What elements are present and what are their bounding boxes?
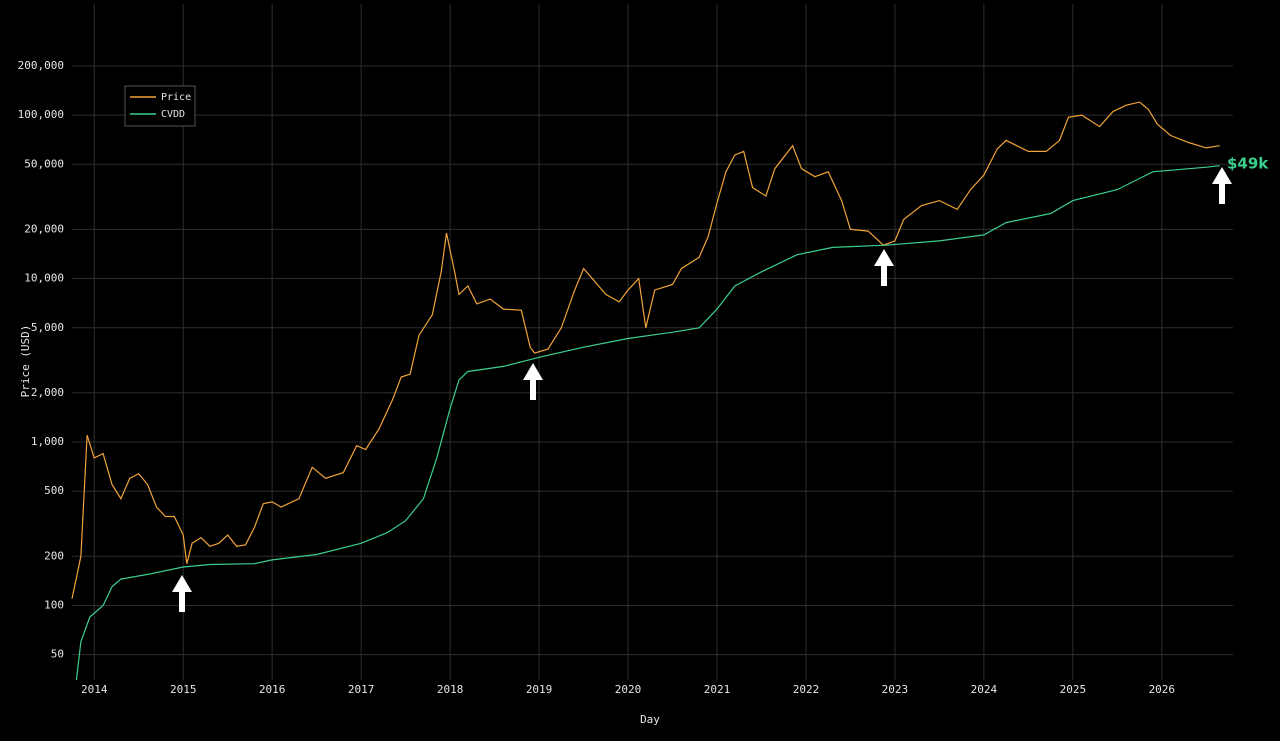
y-tick-label: 50,000	[24, 157, 64, 170]
y-tick-label: 50	[51, 648, 64, 661]
legend: Price CVDD	[124, 85, 196, 127]
grid	[72, 4, 1233, 680]
y-tick-label: 1,000	[31, 435, 64, 448]
y-tick-label: 10,000	[24, 272, 64, 285]
x-tick-label: 2017	[348, 683, 375, 696]
y-axis-label: Price (USD)	[19, 325, 32, 398]
x-axis-label: Day	[640, 713, 660, 726]
annotation: $49k	[1227, 155, 1269, 173]
x-tick-label: 2019	[526, 683, 553, 696]
legend-box	[124, 85, 196, 127]
x-tick-label: 2014	[81, 683, 108, 696]
y-tick-label: 20,000	[24, 222, 64, 235]
line	[75, 165, 1220, 681]
arrow	[523, 363, 543, 400]
legend-label: CVDD	[161, 109, 185, 120]
arrow	[874, 249, 894, 286]
arrow	[1212, 167, 1232, 204]
y-tick-label: 5,000	[31, 321, 64, 334]
x-tick-label: 2022	[793, 683, 820, 696]
y-tick-label: 2,000	[31, 386, 64, 399]
x-tick-label: 2026	[1149, 683, 1176, 696]
x-tick-label: 2025	[1060, 683, 1087, 696]
y-tick-label: 200,000	[18, 59, 64, 72]
x-tick-label: 2020	[615, 683, 642, 696]
x-tick-label: 2016	[259, 683, 286, 696]
x-tick-label: 2024	[971, 683, 998, 696]
y-tick-label: 200	[44, 549, 64, 562]
x-tick-label: 2023	[882, 683, 909, 696]
legend-label: Price	[161, 92, 191, 103]
y-tick-label: 500	[44, 484, 64, 497]
x-tick-label: 2021	[704, 683, 731, 696]
arrow	[172, 575, 192, 612]
y-tick-label: 100,000	[18, 108, 64, 121]
arrows	[172, 167, 1232, 612]
line	[71, 101, 1220, 599]
x-tick-label: 2015	[170, 683, 197, 696]
y-tick-label: 100	[44, 598, 64, 611]
x-tick-label: 2018	[437, 683, 464, 696]
